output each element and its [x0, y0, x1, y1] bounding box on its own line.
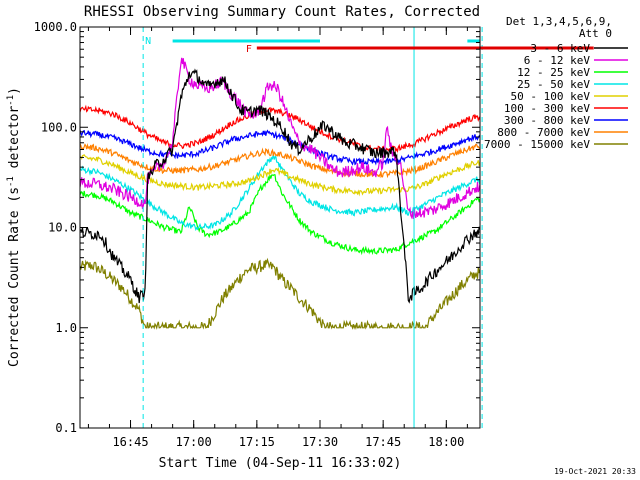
svg-text:Corrected Count Rate (s-1 dete: Corrected Count Rate (s-1 detector-1) [6, 87, 22, 367]
series-line-6-12-kev [80, 57, 480, 220]
x-tick-label: 17:00 [176, 435, 212, 449]
y-tick: 0.1 [55, 421, 480, 435]
y-label-exp2: -1 [6, 95, 16, 106]
y-tick-label: 1.0 [55, 321, 77, 335]
x-tick: 17:45 [365, 27, 401, 449]
y-axis-label: Corrected Count Rate (s-1 detector-1) [6, 87, 22, 367]
y-tick-label: 1000.0 [34, 20, 77, 34]
x-tick: 17:30 [302, 27, 338, 449]
x-tick-label: 16:45 [112, 435, 148, 449]
timestamp: 19-Oct-2021 20:33 [554, 467, 636, 476]
series-line-3-6-kev [80, 68, 480, 304]
x-tick-label: 17:30 [302, 435, 338, 449]
flag-label-f: F [246, 44, 252, 55]
x-tick: 18:00 [428, 27, 464, 449]
x-axis-label: Start Time (04-Sep-11 16:33:02) [159, 456, 402, 471]
y-tick-label: 0.1 [55, 421, 77, 435]
y-label-end: ) [7, 87, 22, 95]
legend-entry-label: 12 - 25 keV [517, 66, 590, 79]
y-label-mid: detector [7, 106, 22, 177]
y-tick: 1.0 [55, 321, 480, 335]
flag-label-n: N [145, 36, 151, 47]
y-tick-label: 10.0 [48, 221, 77, 235]
y-tick: 100.0 [41, 120, 480, 134]
x-tick: 17:00 [176, 27, 212, 449]
legend-header-1: Det 1,3,4,5,6,9, [506, 15, 612, 28]
y-label-main: Corrected Count Rate (s [7, 187, 22, 367]
series-line-100-300-kev [80, 104, 480, 154]
legend-entry-label: 300 - 800 keV [504, 114, 590, 127]
x-tick-label: 17:15 [239, 435, 275, 449]
series-line-800-7000-kev [80, 143, 480, 179]
legend-header-2: Att 0 [579, 27, 612, 40]
y-label-exp1: -1 [6, 176, 16, 187]
y-tick: 10.0 [48, 221, 480, 235]
y-tick: 1000.0 [34, 20, 480, 34]
x-tick: 17:15 [239, 27, 275, 449]
legend-entry-label: 25 - 50 keV [517, 78, 590, 91]
y-tick-label: 100.0 [41, 120, 77, 134]
legend-entry-label: 6 - 12 keV [524, 54, 591, 67]
legend-entry-label: 100 - 300 keV [504, 102, 590, 115]
legend-entry-label: 800 - 7000 keV [497, 126, 590, 139]
axes: 1000.0 100.0 10.0 1.0 0.1 16:45 17:00 17:15 17:3… [34, 20, 481, 449]
chart-title: RHESSI Observing Summary Count Rates, Co… [84, 4, 480, 20]
legend-entry-label: 3 - 6 keV [530, 42, 590, 55]
legend-entry-label: 50 - 100 keV [511, 90, 591, 103]
series-line-300-800-kev [80, 129, 480, 167]
x-tick-label: 17:45 [365, 435, 401, 449]
x-tick-label: 18:00 [428, 435, 464, 449]
legend-entry-label: 7000 - 15000 keV [484, 138, 590, 151]
series-line-7000-15000-kev [80, 257, 480, 331]
plot-frame [79, 26, 481, 429]
